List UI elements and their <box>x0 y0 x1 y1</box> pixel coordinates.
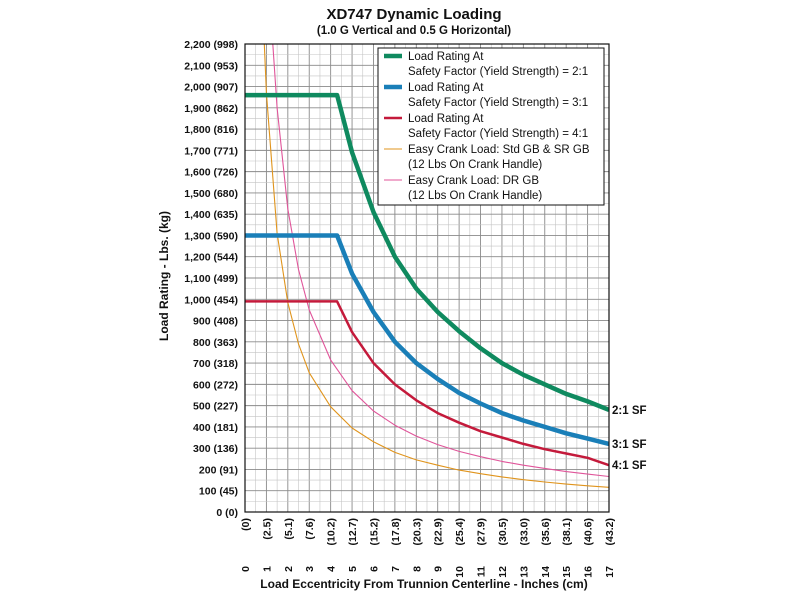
x-tick-label: 11 <box>476 566 488 577</box>
y-tick-label: 100 (45) <box>199 486 238 498</box>
y-tick-label: 200 (91) <box>199 464 238 476</box>
y-tick-labels: 0 (0) 100 (45) 200 (91) 300 (136) 400 (181) 5… <box>184 39 238 519</box>
x-tick-label: 4 <box>326 566 338 572</box>
series-line-1 <box>245 233 609 447</box>
y-tick-label: 2,200 (998) <box>184 39 238 51</box>
x-tick-label: 16 <box>583 566 595 578</box>
y-tick-label: 1,400 (635) <box>184 209 238 221</box>
series-end-labels: 2:1 SF 3:1 SF 4:1 SF <box>612 405 647 472</box>
y-tick-label: 1,500 (680) <box>184 188 238 200</box>
legend-label-3: (12 Lbs On Crank Handle) <box>408 159 542 171</box>
x-tick-label: 15 <box>561 566 573 578</box>
legend-label-0: Load Rating At <box>408 51 484 63</box>
x-tick-sublabel: (0) <box>240 518 252 531</box>
x-tick-sublabel: (33.0) <box>518 518 530 545</box>
x-tick-sublabel: (38.1) <box>561 518 573 545</box>
x-tick-sublabel: (17.8) <box>390 518 402 545</box>
x-tick-labels: 0 (0) 1 (2.5) 2 (5.1) 3 (7.6) 4 (10.2) 5 (12.7) 6 (15… <box>240 518 616 578</box>
series-line-0 <box>245 92 609 412</box>
legend-label-2: Load Rating At <box>408 113 484 125</box>
legend-label-4: Easy Crank Load: DR GB <box>408 175 539 187</box>
x-tick-sublabel: (35.6) <box>540 518 552 545</box>
y-tick-label: 1,900 (862) <box>184 103 238 115</box>
series-line-3 <box>263 44 609 488</box>
x-tick-label: 8 <box>411 566 423 572</box>
y-tick-label: 1,100 (499) <box>184 273 238 285</box>
y-tick-label: 800 (363) <box>193 337 238 349</box>
x-tick-sublabel: (27.9) <box>476 518 488 545</box>
y-tick-label: 900 (408) <box>193 316 238 328</box>
x-tick-label: 0 <box>240 566 252 572</box>
legend-label-2: Safety Factor (Yield Strength) = 4:1 <box>408 128 588 140</box>
y-tick-label: 1,300 (590) <box>184 230 238 242</box>
legend-label-3: Easy Crank Load: Std GB & SR GB <box>408 144 590 156</box>
y-tick-label: 700 (318) <box>193 358 238 370</box>
x-tick-label: 1 <box>261 566 273 572</box>
x-tick-sublabel: (10.2) <box>326 518 338 545</box>
x-tick-sublabel: (25.4) <box>454 518 466 545</box>
series-line-4 <box>272 44 609 478</box>
x-tick-label: 7 <box>390 566 402 572</box>
axis-frame <box>244 43 610 513</box>
series-layer <box>245 44 609 488</box>
legend-label-1: Safety Factor (Yield Strength) = 3:1 <box>408 97 588 109</box>
chart-title: XD747 Dynamic Loading <box>326 6 501 23</box>
legend-label-4: (12 Lbs On Crank Handle) <box>408 190 542 202</box>
x-tick-sublabel: (15.2) <box>368 518 380 545</box>
end-label-2: 4:1 SF <box>612 460 647 472</box>
y-tick-label: 2,100 (953) <box>184 60 238 72</box>
x-tick-label: 9 <box>433 566 445 572</box>
series-line-2 <box>245 300 609 467</box>
legend-box <box>377 47 605 206</box>
y-axis-label: Load Rating - Lbs. (kg) <box>157 211 171 341</box>
legend-label-1: Load Rating At <box>408 82 484 94</box>
x-tick-sublabel: (22.9) <box>433 518 445 545</box>
y-tick-label: 0 (0) <box>216 507 238 519</box>
x-tick-label: 12 <box>497 566 509 578</box>
x-tick-sublabel: (43.2) <box>604 518 616 545</box>
x-tick-sublabel: (2.5) <box>261 518 273 540</box>
y-tick-label: 1,200 (544) <box>184 252 238 264</box>
plot-frame <box>244 43 610 513</box>
x-tick-sublabel: (7.6) <box>304 518 316 540</box>
legend-label-0: Safety Factor (Yield Strength) = 2:1 <box>408 66 588 78</box>
y-tick-label: 300 (136) <box>193 443 238 455</box>
x-tick-label: 17 <box>604 566 616 578</box>
end-label-0: 2:1 SF <box>612 405 647 417</box>
x-tick-label: 2 <box>283 566 295 572</box>
x-tick-sublabel: (12.7) <box>347 518 359 545</box>
x-tick-label: 6 <box>368 566 380 572</box>
x-tick-sublabel: (20.3) <box>411 518 423 545</box>
y-tick-label: 500 (227) <box>193 401 238 413</box>
x-tick-sublabel: (5.1) <box>283 518 295 540</box>
y-tick-label: 400 (181) <box>193 422 238 434</box>
x-tick-label: 3 <box>304 566 316 572</box>
x-tick-sublabel: (30.5) <box>497 518 509 545</box>
y-tick-label: 1,000 (454) <box>184 294 238 306</box>
x-tick-label: 10 <box>454 566 466 578</box>
chart-subtitle: (1.0 G Vertical and 0.5 G Horizontal) <box>317 25 511 37</box>
x-tick-sublabel: (40.6) <box>583 518 595 545</box>
x-tick-label: 13 <box>518 566 530 578</box>
y-tick-label: 1,800 (816) <box>184 124 238 136</box>
y-tick-label: 1,700 (771) <box>184 145 238 157</box>
x-tick-label: 5 <box>347 566 359 572</box>
x-tick-label: 14 <box>540 566 552 578</box>
end-label-1: 3:1 SF <box>612 439 647 451</box>
y-tick-label: 1,600 (726) <box>184 167 238 179</box>
y-tick-label: 2,000 (907) <box>184 82 238 94</box>
y-tick-label: 600 (272) <box>193 379 238 391</box>
x-axis-label: Load Eccentricity From Trunnion Centerli… <box>260 577 587 591</box>
legend: Load Rating At Safety Factor (Yield Stren… <box>377 47 605 206</box>
